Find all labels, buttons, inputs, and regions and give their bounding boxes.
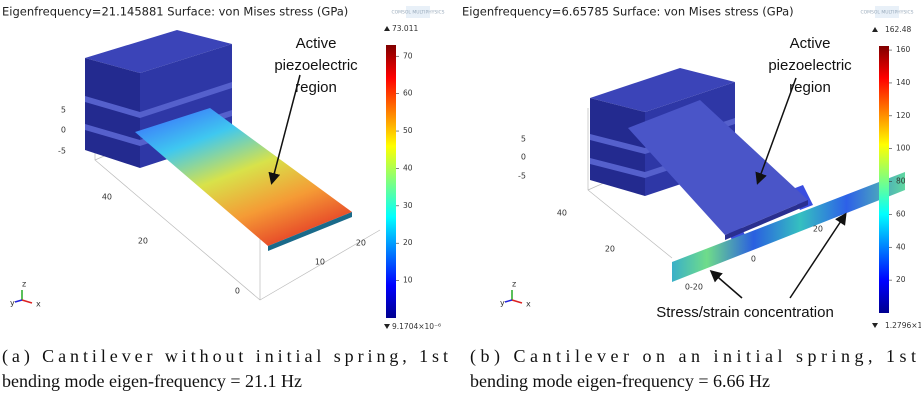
axis-label: -5: [58, 147, 66, 156]
colorbar-tick-label: 140: [896, 78, 911, 87]
colorbar-tick-label: 50: [403, 126, 413, 135]
colorbar: [386, 45, 396, 318]
triad-label: y: [500, 299, 505, 308]
colorbar-tick-label: 40: [403, 163, 413, 172]
colorbar-max: 162.48: [885, 25, 911, 34]
colorbar-tick-label: 100: [896, 144, 911, 153]
axis-label: 0: [61, 126, 66, 135]
model-b: [505, 6, 905, 328]
axis-label: 20: [356, 239, 366, 248]
axis-label: 0: [235, 287, 240, 296]
caption: bending mode eigen-frequency = 21.1 Hz: [2, 371, 302, 391]
colorbar-max: 73.011: [392, 24, 418, 33]
annotation: Stress/strain concentration: [656, 304, 834, 321]
annotation: Active: [790, 35, 831, 52]
axis-label: 5: [61, 106, 66, 115]
colorbar-tick-label: 60: [403, 89, 413, 98]
colorbar-tick-label: 10: [403, 276, 413, 285]
caption: (a) Cantilever without initial spring, 1…: [2, 346, 448, 367]
colorbar-tick-label: 20: [403, 238, 413, 247]
axis-label: -5: [518, 172, 526, 181]
axis-label: 0: [521, 153, 526, 162]
axis-label: 40: [557, 209, 567, 218]
caption: bending mode eigen-frequency = 6.66 Hz: [470, 371, 770, 391]
figure: Eigenfrequency=21.145881 Surface: von Mi…: [0, 0, 921, 403]
annotation: piezoelectric: [768, 57, 852, 74]
logo-text: COMSOL MULTIPHYSICS: [860, 10, 913, 16]
colorbar-tick-label: 40: [896, 242, 906, 251]
model-a: [15, 6, 430, 329]
colorbar-tick-label: 160: [896, 45, 911, 54]
logo-text: COMSOL MULTIPHYSICS: [391, 10, 444, 16]
colorbar-tick-label: 20: [896, 275, 906, 284]
colorbar-min: 1.2796×10⁻⁷: [885, 321, 921, 330]
annotation: region: [295, 79, 337, 96]
triad-label: z: [22, 280, 26, 289]
axis-label: 10: [315, 258, 325, 267]
colorbar-tick-label: 60: [896, 209, 906, 218]
axis-label: 5: [521, 135, 526, 144]
axis-label: -20: [690, 283, 703, 292]
axis-label: 20: [813, 225, 823, 234]
annotation: piezoelectric: [274, 57, 358, 74]
axis-label: 0: [751, 255, 756, 264]
colorbar-tick-label: 30: [403, 201, 413, 210]
annotation: Active: [296, 35, 337, 52]
triad-label: z: [512, 280, 516, 289]
colorbar-tick-label: 70: [403, 51, 413, 60]
triad-label: y: [10, 299, 15, 308]
triad-label: x: [36, 300, 41, 309]
annotation: region: [789, 79, 831, 96]
colorbar: [879, 46, 889, 313]
axis-label: 40: [102, 193, 112, 202]
axis-label: 20: [138, 237, 148, 246]
triad-label: x: [526, 300, 531, 309]
panel-title: Eigenfrequency=21.145881 Surface: von Mi…: [2, 5, 348, 19]
colorbar-min: 9.1704×10⁻⁶: [392, 322, 441, 331]
panel-title: Eigenfrequency=6.65785 Surface: von Mise…: [462, 5, 794, 19]
colorbar-tick-label: 80: [896, 177, 906, 186]
axis-label: 20: [605, 245, 615, 254]
caption: (b) Cantilever on an initial spring, 1st: [470, 346, 916, 367]
colorbar-tick-label: 120: [896, 111, 911, 120]
